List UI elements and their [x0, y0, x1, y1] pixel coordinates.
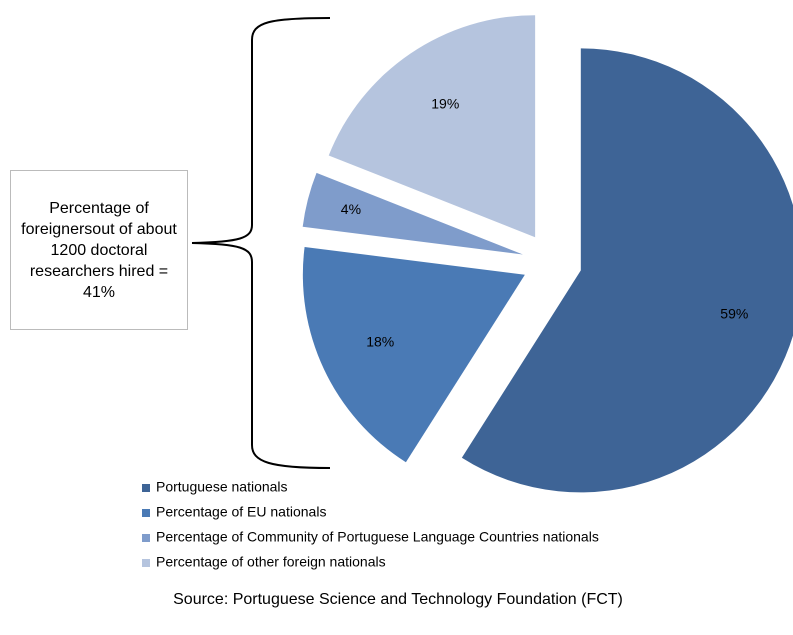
- pie-slice: [328, 15, 536, 238]
- data-label: 19%: [431, 96, 459, 112]
- annotation: Percentage of foreignersout of about 120…: [21, 199, 177, 301]
- legend-swatch: [142, 559, 150, 567]
- legend-swatch: [142, 534, 150, 542]
- data-label: 59%: [720, 306, 748, 322]
- annotation-box: Percentage of foreignersout of about 120…: [10, 170, 188, 330]
- pie: 59% 18% 4% 19%: [302, 15, 793, 493]
- legend-label: Portuguese nationals: [156, 479, 288, 495]
- legend: Portuguese nationals Percentage of EU nat…: [142, 479, 599, 570]
- data-label: 4%: [341, 201, 361, 217]
- source: Source: Portuguese Science and Technolog…: [173, 591, 623, 608]
- data-label: 18%: [366, 334, 394, 350]
- pie-slice: [302, 246, 525, 463]
- legend-label: Percentage of other foreign nationals: [156, 554, 386, 570]
- legend-swatch: [142, 484, 150, 492]
- legend-swatch: [142, 509, 150, 517]
- bracket: [191, 17, 331, 469]
- legend-label: Percentage of EU nationals: [156, 504, 326, 520]
- legend-label: Percentage of Community of Portuguese La…: [156, 529, 599, 545]
- pie-slice: [461, 48, 793, 493]
- pie-slice: [302, 172, 523, 255]
